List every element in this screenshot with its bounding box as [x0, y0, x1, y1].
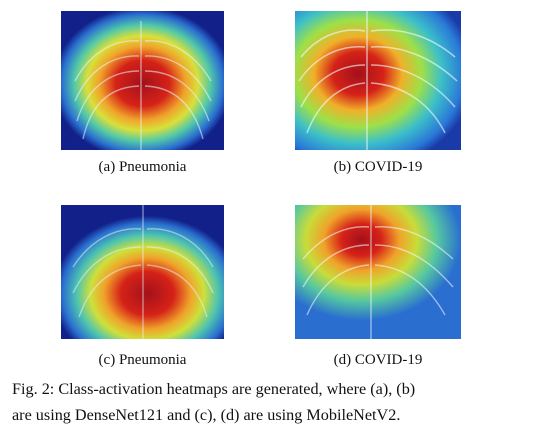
heatmap-image-d — [295, 205, 461, 339]
figure-caption: Fig. 2: Class-activation heatmaps are ge… — [12, 376, 527, 428]
caption-line-1: Fig. 2: Class-activation heatmaps are ge… — [12, 380, 416, 398]
subcaption-c: (c) Pneumonia — [98, 352, 187, 368]
heatmap-image-b — [295, 11, 461, 150]
heatmap-image-a — [61, 11, 224, 150]
caption-line-2: are using DenseNet121 and (c), (d) are u… — [12, 406, 401, 424]
subcaption-a: (a) Pneumonia — [98, 159, 187, 175]
heatmap-image-c — [61, 205, 224, 339]
subcaption-b: (b) COVID-19 — [333, 159, 423, 175]
subcaption-d: (d) COVID-19 — [333, 352, 423, 368]
